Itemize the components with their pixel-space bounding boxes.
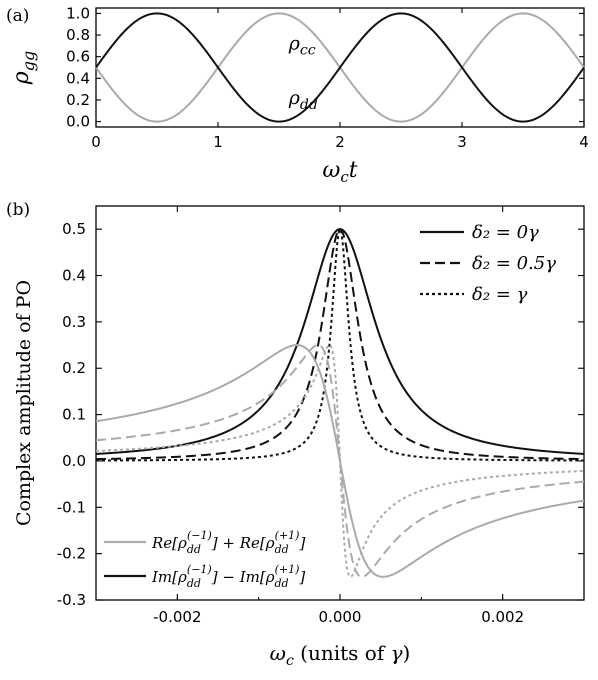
- legend-label-im: Im[ρdd(−1)] − Im[ρdd(+1)]: [151, 563, 305, 590]
- panel-b-xtick-label: -0.002: [153, 608, 201, 626]
- im-curve-dashed: [95, 228, 585, 461]
- panel-a-xtick-label: 1: [213, 133, 223, 151]
- panel-b-xlabel: ωc (units of γ): [270, 641, 411, 669]
- rho-cc-label: ρcc: [288, 33, 316, 59]
- rho-dd-curve: [95, 12, 585, 123]
- panel-a-label: (a): [6, 6, 29, 26]
- panel-a-ytick-label: 0.6: [66, 48, 90, 66]
- omega-c-t-axis-label: ωct: [322, 158, 357, 186]
- panel-b-ytick-label: 0.4: [62, 267, 86, 285]
- panel-a-curves: [95, 12, 585, 123]
- legend-label-dashed: δ₂ = 0.5γ: [472, 253, 556, 274]
- re-curve-dotted: [95, 344, 585, 578]
- panel-a-xtick-label: 4: [579, 133, 589, 151]
- component-legend: Re[ρdd(−1)] + Re[ρdd(+1)] Im[ρdd(−1)] − I…: [104, 529, 305, 590]
- panel-a-xtick-label: 0: [91, 133, 101, 151]
- panel-a-ytick-label: 0.4: [66, 69, 90, 87]
- panel-b-ytick-label: 0.5: [62, 220, 86, 238]
- legend-label-re: Re[ρdd(−1)] + Re[ρdd(+1)]: [151, 529, 305, 556]
- panel-b-xtick-label: 0.000: [319, 608, 362, 626]
- panel-a-annotations: ρcc ρdd: [288, 33, 318, 113]
- rho-dd-label: ρdd: [288, 87, 318, 113]
- panel-b-ylabel: Complex amplitude of PO: [13, 280, 35, 526]
- panel-a-ticks: 0 1 2 3 4 0.0 0.2 0.4 0.6 0.8 1.0: [66, 4, 589, 151]
- panel-a-xlabel: ωct: [322, 158, 357, 186]
- panel-b-curves: [95, 228, 585, 578]
- panel-a-ytick-label: 0.8: [66, 26, 90, 44]
- panel-b-ytick-label: -0.1: [57, 498, 86, 516]
- panel-b-ytick-label: -0.3: [57, 591, 86, 609]
- panel-a-xtick-label: 2: [335, 133, 345, 151]
- omega-c-axis-label: ωc (units of γ): [270, 641, 411, 669]
- panel-a-xtick-label: 3: [457, 133, 467, 151]
- rho-gg-axis-label: ρgg: [9, 51, 38, 85]
- panel-b-xtick-label: 0.002: [481, 608, 524, 626]
- panel-b-label: (b): [6, 200, 30, 220]
- panel-a-ytick-label: 1.0: [66, 4, 90, 22]
- panel-b-ytick-label: 0.1: [62, 406, 86, 424]
- panel-b-ytick-label: 0.0: [62, 452, 86, 470]
- panel-b-chart: -0.002 0.000 0.002 -0.3 -0.2 -0.1 0.0 0.1 0.2 0.3…: [57, 205, 585, 626]
- panel-b-ticks: -0.002 0.000 0.002 -0.3 -0.2 -0.1 0.0 0.1 0.2 0.3…: [57, 206, 585, 626]
- panel-b-ytick-label: 0.2: [62, 359, 86, 377]
- panel-a-ytick-label: 0.2: [66, 91, 90, 109]
- legend-label-solid: δ₂ = 0γ: [472, 222, 539, 243]
- panel-a-ylabel: ρgg: [9, 51, 38, 85]
- legend-label-dotted: δ₂ = γ: [472, 284, 528, 305]
- panel-b-ytick-label: 0.3: [62, 313, 86, 331]
- panel-a-chart: 0 1 2 3 4 0.0 0.2 0.4 0.6 0.8 1.0 ρcc ρdd: [66, 4, 589, 151]
- panel-b-ytick-label: -0.2: [57, 545, 86, 563]
- panel-a-ytick-label: 0.0: [66, 113, 90, 131]
- detuning-legend: δ₂ = 0γ δ₂ = 0.5γ δ₂ = γ: [420, 222, 556, 305]
